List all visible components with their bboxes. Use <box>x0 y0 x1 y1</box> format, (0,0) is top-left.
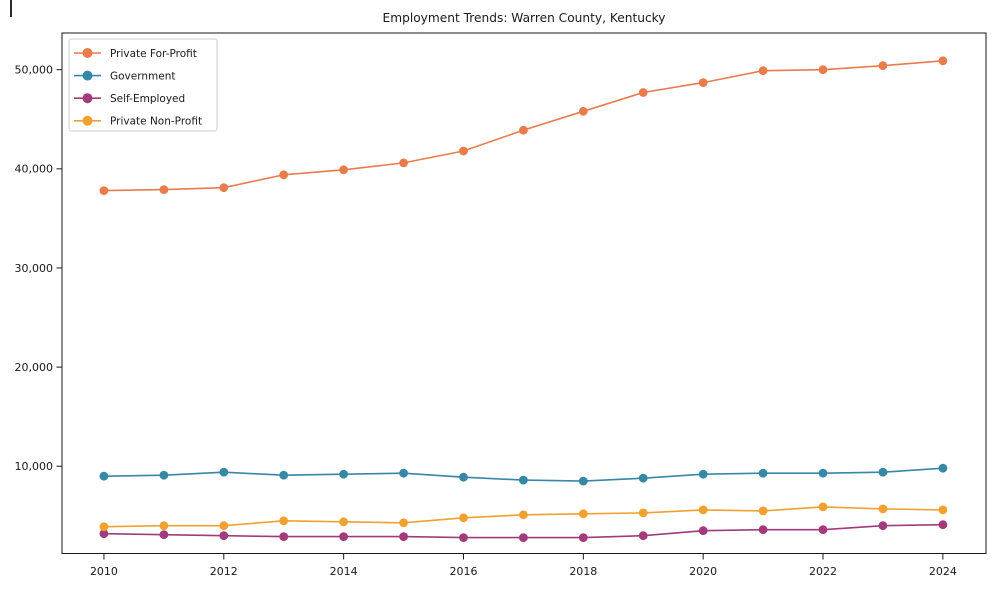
x-axis: 2010 2012 2014 2016 2018 2020 2022 2024 <box>90 553 957 578</box>
x-tick-label: 2020 <box>689 565 717 578</box>
legend-box <box>68 38 218 132</box>
x-tick-label: 2018 <box>569 565 597 578</box>
y-tick-label: 30,000 <box>15 262 54 275</box>
data-point-marker <box>578 476 588 486</box>
data-point-marker <box>399 518 408 528</box>
data-point-marker <box>519 510 528 520</box>
data-point-marker <box>698 78 708 87</box>
data-point-marker <box>159 470 169 480</box>
x-tick-label: 2024 <box>929 565 957 578</box>
data-point-marker <box>399 158 408 168</box>
data-point-marker <box>339 469 348 479</box>
y-tick-label: 10,000 <box>15 460 54 473</box>
data-point-marker <box>339 517 348 527</box>
data-point-marker <box>519 533 528 542</box>
data-point-marker <box>279 470 289 480</box>
data-point-marker <box>159 185 169 195</box>
series-government <box>99 463 948 486</box>
data-point-marker <box>99 471 109 481</box>
legend-marker <box>82 115 93 126</box>
data-point-marker <box>219 467 229 477</box>
legend-label: Government <box>110 70 175 82</box>
axes-border <box>61 32 987 554</box>
data-point-marker <box>638 508 648 518</box>
data-point-marker <box>578 509 588 519</box>
series-private-for-profit <box>99 56 948 196</box>
data-point-marker <box>519 475 528 485</box>
data-point-marker <box>159 521 169 531</box>
data-point-marker <box>99 522 109 532</box>
data-point-marker <box>459 472 468 482</box>
series-self-employed <box>99 520 948 542</box>
data-point-marker <box>339 532 348 541</box>
data-point-marker <box>698 505 708 515</box>
x-tick-label: 2016 <box>449 565 477 578</box>
x-tick-label: 2010 <box>90 565 118 578</box>
data-point-marker <box>758 506 768 516</box>
data-point-marker <box>519 125 528 135</box>
legend-item-government: Government <box>74 70 175 82</box>
data-point-marker <box>878 61 888 71</box>
legend-label: Private For-Profit <box>110 48 197 60</box>
x-tick-label: 2022 <box>809 565 837 578</box>
data-point-marker <box>698 469 708 479</box>
legend: Private For-Profit Government Self-Employe… <box>68 38 218 132</box>
data-point-marker <box>938 505 948 515</box>
data-point-marker <box>219 183 229 193</box>
legend-marker <box>82 48 93 58</box>
data-point-marker <box>818 468 828 478</box>
data-point-marker <box>159 530 169 540</box>
legend-marker <box>82 70 93 81</box>
legend-item-self-employed: Self-Employed <box>74 93 185 105</box>
data-point-marker <box>638 88 648 97</box>
y-tick-label: 50,000 <box>15 63 54 76</box>
data-point-marker <box>758 66 768 76</box>
data-point-marker <box>399 468 408 478</box>
data-point-marker <box>638 473 648 483</box>
y-tick-label: 40,000 <box>15 163 54 176</box>
data-point-marker <box>938 463 948 473</box>
x-tick-label: 2014 <box>330 565 358 578</box>
chart-title: Employment Trends: Warren County, Kentuc… <box>383 11 666 25</box>
screen-edge-artifact <box>10 0 12 17</box>
series-line <box>103 59 944 192</box>
data-point-marker <box>339 165 348 175</box>
data-point-marker <box>459 533 468 542</box>
data-point-marker <box>938 520 948 530</box>
data-point-marker <box>279 516 289 526</box>
data-point-marker <box>638 531 648 541</box>
data-point-marker <box>938 56 948 66</box>
data-point-marker <box>99 186 109 196</box>
data-point-marker <box>878 521 888 531</box>
y-tick-label: 20,000 <box>15 361 54 374</box>
data-point-marker <box>878 504 888 514</box>
data-point-marker <box>758 468 768 478</box>
data-point-marker <box>578 106 588 116</box>
legend-item-private-non-profit: Private Non-Profit <box>74 116 202 128</box>
data-point-marker <box>399 532 408 541</box>
series-private-non-profit <box>99 502 948 532</box>
legend-item-private-for-profit: Private For-Profit <box>74 48 197 60</box>
data-point-marker <box>219 521 229 531</box>
data-point-marker <box>459 513 468 523</box>
data-point-marker <box>279 170 289 180</box>
data-point-marker <box>878 467 888 477</box>
data-point-marker <box>758 525 768 535</box>
data-point-marker <box>459 146 468 156</box>
data-point-marker <box>578 533 588 542</box>
data-point-marker <box>219 531 229 541</box>
legend-label: Private Non-Profit <box>110 116 202 128</box>
legend-label: Self-Employed <box>110 93 185 105</box>
data-point-marker <box>818 525 828 535</box>
legend-marker <box>82 93 93 104</box>
data-point-marker <box>279 532 289 541</box>
data-point-marker <box>818 65 828 75</box>
x-tick-label: 2012 <box>210 565 238 578</box>
y-axis: 10,000 20,000 30,000 40,000 50,000 <box>15 63 62 473</box>
data-point-marker <box>818 502 828 512</box>
data-point-marker <box>99 529 109 539</box>
data-point-marker <box>698 526 708 536</box>
